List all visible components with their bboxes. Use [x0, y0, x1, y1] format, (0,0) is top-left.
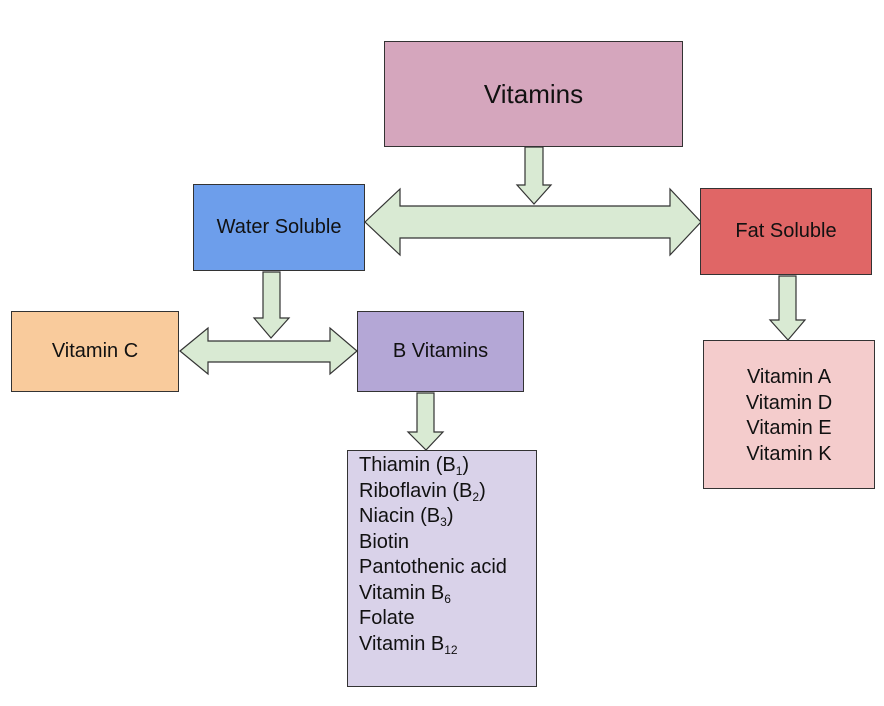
fat-vitamin-item: Vitamin K: [746, 442, 832, 465]
vitamin-c-box: Vitamin C: [11, 311, 179, 392]
b-vitamins-list-box: Thiamin (B1) Riboflavin (B2) Niacin (B3)…: [347, 450, 537, 687]
fat-vitamin-item: Vitamin D: [745, 391, 833, 414]
vitamin-c-label: Vitamin C: [51, 340, 139, 362]
fat-soluble-list-box: Vitamin A Vitamin D Vitamin E Vitamin K: [703, 340, 875, 489]
arrow-fat-down: [768, 275, 807, 341]
b-vitamin-item: Vitamin B6: [359, 581, 451, 606]
b-vitamin-item: Pantothenic acid: [359, 556, 507, 578]
arrow-water-down: [252, 271, 291, 339]
arrow-vitamins-down: [515, 146, 553, 205]
b-vitamin-item: Riboflavin (B2): [359, 479, 486, 504]
vitamins-box: Vitamins: [384, 41, 683, 147]
b-vitamin-item: Biotin: [359, 530, 410, 553]
vitamins-label: Vitamins: [483, 78, 584, 109]
b-vitamin-item: Folate: [359, 607, 415, 629]
arrow-bvit-down: [406, 392, 445, 451]
water-soluble-label: Water Soluble: [216, 216, 342, 238]
water-soluble-box: Water Soluble: [193, 184, 365, 271]
b-vitamin-item: Niacin (B3): [359, 505, 454, 529]
b-vitamins-label: B Vitamins: [392, 340, 489, 362]
fat-soluble-label: Fat Soluble: [735, 220, 837, 242]
b-vitamin-item: Vitamin B12: [359, 632, 458, 657]
b-vitamin-item: Thiamin (B1): [359, 454, 470, 478]
fat-soluble-box: Fat Soluble: [700, 188, 872, 275]
b-vitamins-box: B Vitamins: [357, 311, 524, 392]
fat-vitamin-item: Vitamin A: [746, 366, 832, 388]
fat-vitamin-item: Vitamin E: [746, 417, 832, 439]
